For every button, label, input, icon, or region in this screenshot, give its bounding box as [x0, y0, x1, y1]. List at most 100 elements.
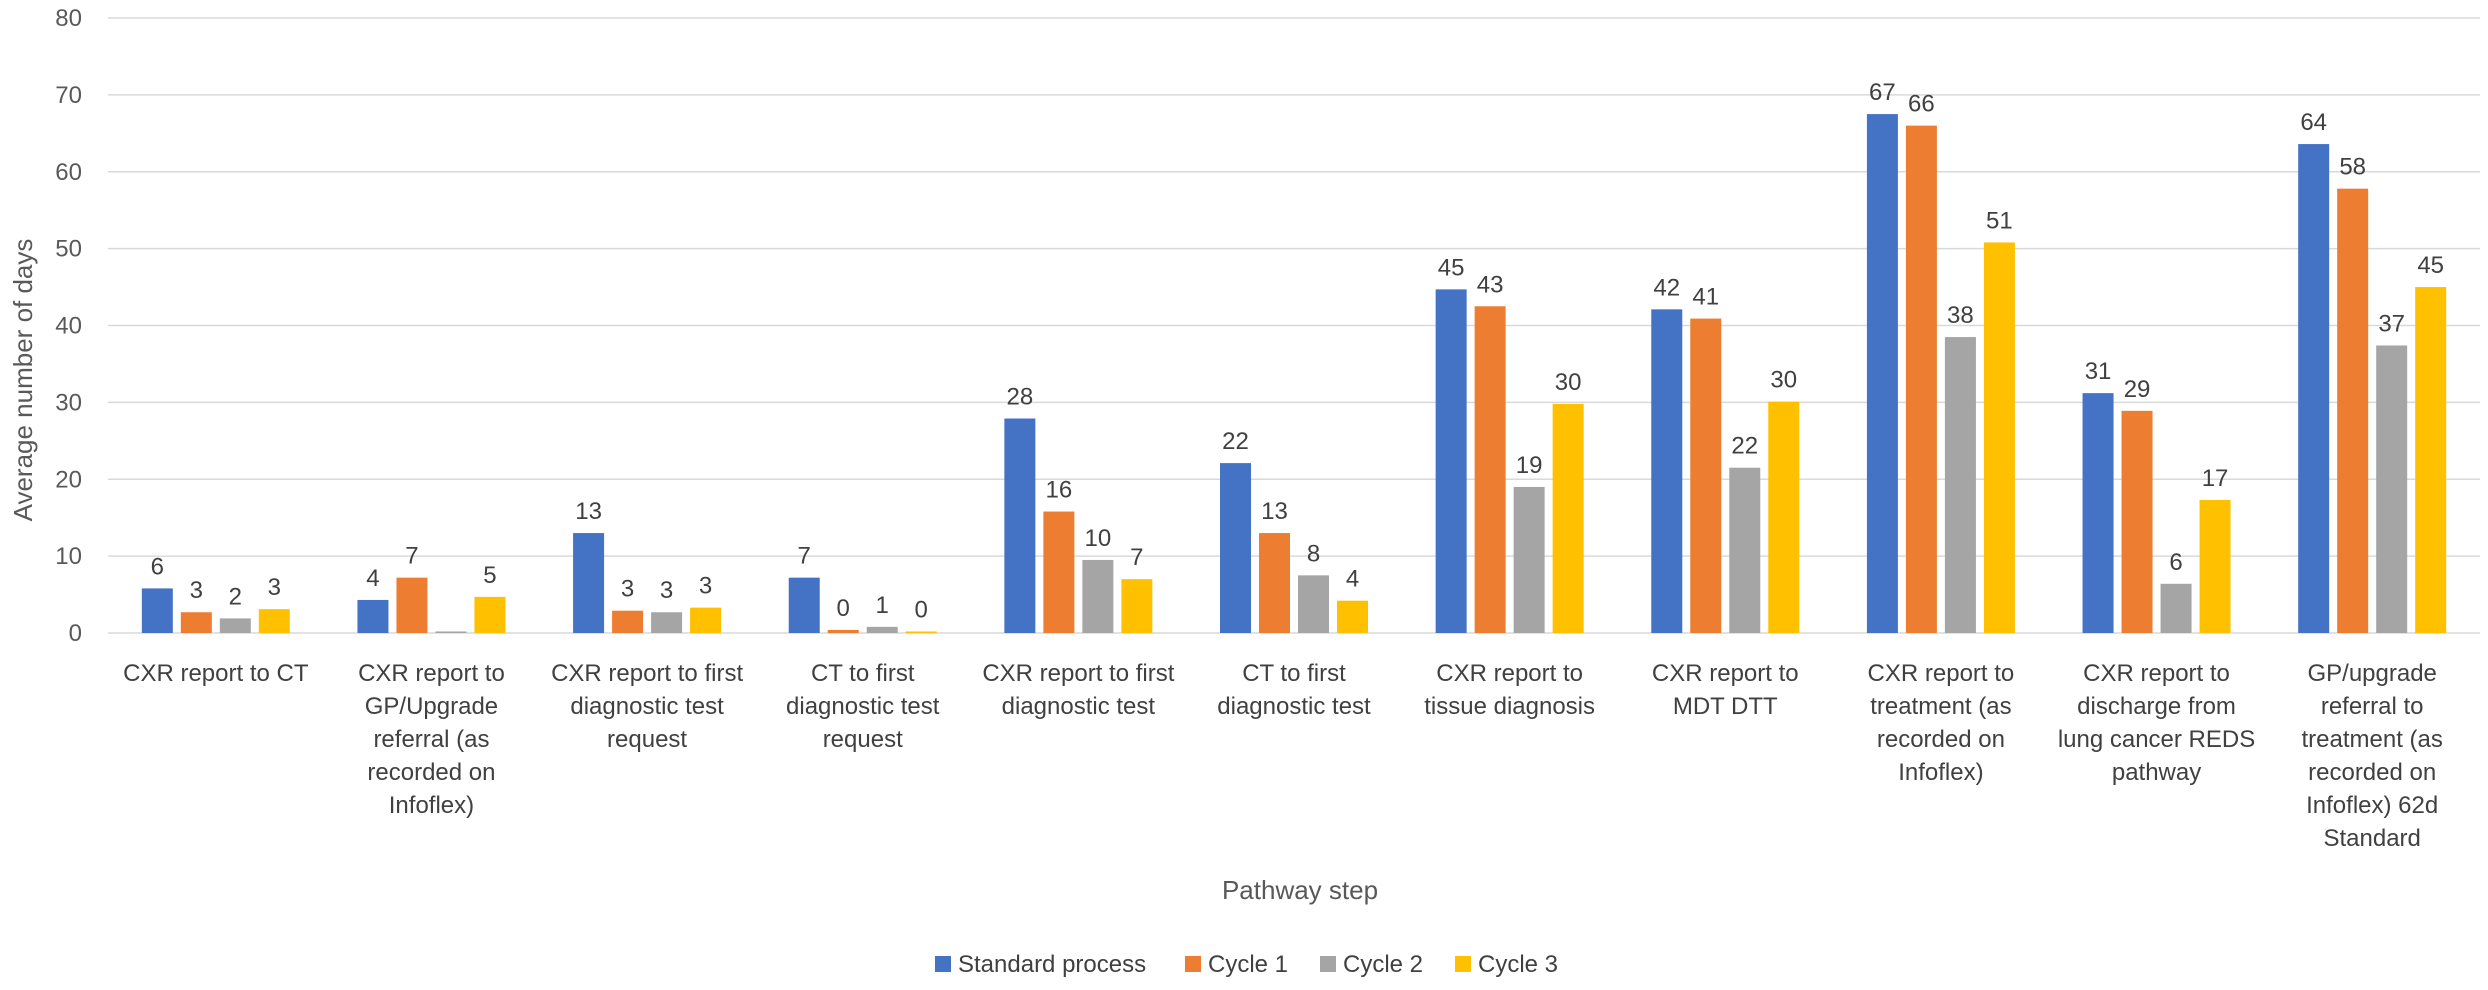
bar	[573, 533, 605, 633]
bar	[2199, 500, 2231, 633]
bar	[905, 631, 937, 633]
bar	[1651, 309, 1683, 633]
legend-swatch	[935, 956, 951, 972]
data-label: 22	[1731, 433, 1758, 460]
y-tick-label: 60	[55, 159, 82, 186]
data-label: 3	[699, 573, 712, 600]
x-tick-label: CXR report to first diagnostic test reques…	[551, 660, 743, 753]
data-label: 6	[2169, 549, 2182, 576]
data-label: 4	[1346, 566, 1359, 593]
bar	[1259, 533, 1290, 633]
y-tick-label: 70	[55, 82, 82, 109]
data-label: 10	[1085, 525, 1112, 552]
data-label: 42	[1653, 274, 1680, 301]
data-label: 58	[2339, 154, 2366, 181]
data-label: 7	[798, 543, 811, 570]
legend: Standard process Cycle 1 Cycle 2 Cycle 3	[935, 951, 1558, 978]
data-label: 29	[2124, 376, 2151, 403]
y-tick-label: 50	[55, 236, 82, 263]
bar	[2082, 393, 2114, 633]
data-label: 28	[1007, 384, 1034, 411]
data-label: 13	[1261, 498, 1288, 525]
data-label: 19	[1516, 452, 1543, 479]
bar	[1043, 511, 1075, 633]
y-tick-label: 20	[55, 466, 82, 493]
data-label: 5	[483, 562, 496, 589]
bar	[690, 607, 722, 633]
bar	[1121, 579, 1153, 633]
bar	[1298, 575, 1329, 633]
legend-label: Standard process	[958, 951, 1146, 978]
bar	[1944, 337, 1976, 633]
data-label: 67	[1869, 79, 1896, 106]
legend-item: Cycle 2	[1320, 951, 1423, 978]
bar	[2337, 188, 2369, 633]
bar	[180, 612, 212, 633]
bar	[1768, 401, 1800, 633]
data-label: 66	[1908, 91, 1935, 118]
bar	[1004, 418, 1036, 633]
bar	[1435, 289, 1467, 633]
legend-label: Cycle 3	[1478, 951, 1558, 978]
data-label: 6	[151, 553, 164, 580]
legend-label: Cycle 2	[1343, 951, 1423, 978]
legend-item: Cycle 3	[1455, 951, 1558, 978]
bar	[1983, 242, 2015, 633]
data-label: 17	[2202, 465, 2229, 492]
data-label: 31	[2085, 358, 2112, 385]
legend-item: Cycle 1	[1185, 951, 1288, 978]
data-label: 41	[1692, 284, 1719, 311]
data-label: 3	[190, 577, 203, 604]
bar	[651, 612, 683, 633]
data-label: 0	[915, 596, 928, 623]
bar	[2121, 410, 2153, 633]
bar	[2160, 583, 2192, 633]
y-tick-label: 80	[55, 5, 82, 32]
x-tick-label: CXR report to tissue diagnosis	[1424, 660, 1595, 720]
data-label: 64	[2300, 109, 2327, 136]
data-label: 45	[1438, 254, 1465, 281]
data-label: 37	[2378, 310, 2405, 337]
legend-swatch	[1185, 956, 1201, 972]
bar	[866, 626, 898, 633]
bar	[1729, 467, 1761, 633]
data-label: 13	[575, 498, 602, 525]
gridlines	[108, 17, 2480, 634]
legend-swatch	[1320, 956, 1336, 972]
data-label: 2	[229, 583, 242, 610]
data-label: 45	[2417, 252, 2444, 279]
bar	[612, 610, 644, 633]
data-label: 16	[1046, 477, 1073, 504]
data-label: 30	[1555, 369, 1582, 396]
y-tick-label: 30	[55, 389, 82, 416]
bar	[219, 618, 251, 633]
bar	[435, 631, 467, 633]
x-tick-label: CXR report to discharge from lung cancer R…	[2058, 660, 2255, 786]
data-label: 7	[1130, 544, 1143, 571]
x-tick-label: CXR report to CT	[123, 660, 309, 687]
data-label: 3	[621, 576, 634, 603]
x-axis-categories: CXR report to CT CXR report to GP/Upgrade r…	[123, 660, 2443, 852]
bar	[827, 629, 859, 633]
y-tick-label: 10	[55, 543, 82, 570]
bar	[141, 588, 173, 633]
bar	[1866, 114, 1898, 633]
x-tick-label: CXR report to MDT DTT	[1652, 660, 1799, 720]
bar	[1220, 463, 1251, 633]
data-label: 43	[1477, 271, 1504, 298]
bar	[474, 596, 506, 633]
bar	[1082, 559, 1114, 633]
bar	[2376, 345, 2408, 633]
x-tick-label: CXR report to GP/Upgrade referral (as recor…	[358, 660, 505, 819]
data-label: 3	[660, 577, 673, 604]
legend-swatch	[1455, 956, 1471, 972]
bar	[1690, 318, 1722, 633]
legend-item: Standard process	[935, 951, 1146, 978]
bar	[788, 577, 820, 633]
x-tick-label: CXR report to treatment (as recorded on Inf…	[1868, 660, 2015, 786]
y-tick-label: 0	[69, 620, 82, 647]
x-tick-label: CT to first diagnostic test	[1217, 660, 1371, 720]
data-label: 0	[837, 595, 850, 622]
